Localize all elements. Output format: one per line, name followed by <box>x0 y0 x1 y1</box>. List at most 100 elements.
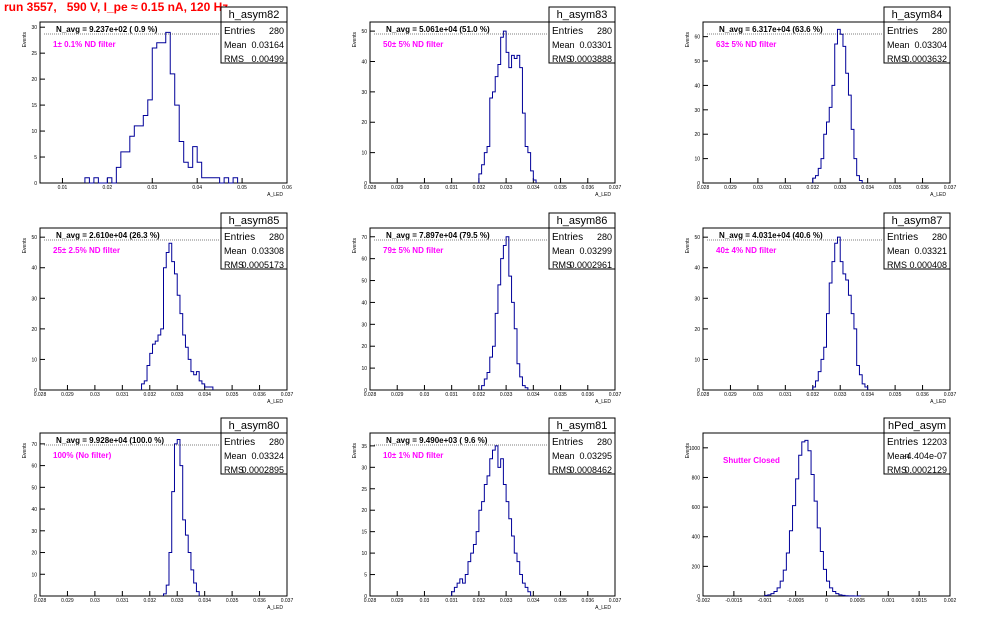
x-tick-label: 0.031 <box>445 392 458 398</box>
stats-value-entries: 280 <box>597 232 612 242</box>
stats-key-entries: Entries <box>552 26 583 37</box>
filter-label: 25± 2.5% ND filter <box>53 246 120 255</box>
x-tick-label: 0.029 <box>61 598 74 604</box>
x-tick-label: 0.03 <box>753 185 763 191</box>
x-tick-label: 0.035 <box>226 392 239 398</box>
stats-key-entries: Entries <box>887 437 918 448</box>
histogram-name: h_asym80 <box>229 420 280 432</box>
filter-label: 50± 5% ND filter <box>383 40 443 49</box>
n-avg-annotation: N_avg = 4.031e+04 (40.6 %) <box>719 231 823 240</box>
stats-box-frame <box>548 212 616 270</box>
stats-value-mean: 0.03308 <box>251 246 284 256</box>
x-tick-label: 0.029 <box>391 392 404 398</box>
y-axis-label: Events <box>685 443 691 459</box>
stats-key-rms: RMS <box>224 465 244 475</box>
stats-box-frame <box>220 212 288 270</box>
x-axis-label: A_LED <box>267 399 283 405</box>
stats-key-mean: Mean <box>887 40 910 50</box>
y-tick-label: 60 <box>694 35 700 41</box>
x-tick-label: 0.028 <box>697 392 710 398</box>
y-tick-label: 15 <box>31 103 37 109</box>
stats-value-rms: 0.0008462 <box>569 465 612 475</box>
x-tick-label: 0.03 <box>90 392 100 398</box>
filter-label: Shutter Closed <box>723 456 780 465</box>
x-tick-label: 0.033 <box>834 392 847 398</box>
y-tick-label: 10 <box>361 551 367 557</box>
x-tick-label: 0.034 <box>861 392 874 398</box>
y-tick-label: 5 <box>364 573 367 579</box>
x-tick-label: 0.01 <box>58 185 68 191</box>
x-tick-label: 0.0015 <box>911 598 927 604</box>
y-tick-label: 10 <box>694 357 700 363</box>
stats-value-mean: 0.03324 <box>251 451 284 461</box>
stats-box: h_asym86 Entries 280 Mean 0.03299 RMS0.000296… <box>548 212 616 270</box>
x-tick-label: 0.03 <box>420 598 430 604</box>
y-tick-label: 10 <box>31 572 37 578</box>
stats-key-mean: Mean <box>552 451 575 461</box>
y-tick-label: 800 <box>692 475 701 481</box>
histogram-line <box>481 236 529 390</box>
plot-frame <box>702 21 951 184</box>
stats-box: h_asym81 Entries 280 Mean 0.03295 RMS0.000846… <box>548 417 616 475</box>
stats-box-frame <box>548 6 616 64</box>
x-tick-label: 0.028 <box>364 392 377 398</box>
x-tick-label: -0.002 <box>696 598 710 604</box>
filter-label: 100% (No filter) <box>53 451 112 460</box>
panel-h_asym85: 0 10 20 30 40 50 0.028 0.029 0.03 0.031 0.032 0.033… <box>22 212 293 405</box>
x-tick-label: 0.002 <box>944 598 957 604</box>
x-tick-label: 0.05 <box>237 185 247 191</box>
stats-value-rms: 0.0002129 <box>904 465 947 475</box>
plot-frame <box>39 21 288 184</box>
x-tick-label: 0.0005 <box>850 598 866 604</box>
n-avg-annotation: N_avg = 7.897e+04 (79.5 %) <box>386 231 490 240</box>
panel-h_asym81: 0 5 10 15 20 25 30 35 0.028 0.029 0.03 0.031 0.032 0.… <box>352 417 622 611</box>
y-tick-label: 20 <box>31 551 37 557</box>
stats-box-frame <box>220 6 288 64</box>
y-tick-label: 50 <box>694 59 700 65</box>
stats-value-rms: 0.0002895 <box>241 465 284 475</box>
x-axis-label: A_LED <box>595 399 611 405</box>
x-tick-label: 0.036 <box>916 185 929 191</box>
y-tick-label: 0 <box>364 594 367 600</box>
stats-key-mean: Mean <box>887 451 910 461</box>
stats-value-entries: 280 <box>269 26 284 36</box>
x-tick-label: 0.036 <box>253 598 266 604</box>
y-axis-label: Events <box>22 32 28 48</box>
y-tick-label: 10 <box>361 151 367 157</box>
x-tick-label: 0.034 <box>861 185 874 191</box>
y-tick-label: 0 <box>697 594 700 600</box>
y-tick-label: 0 <box>364 181 367 187</box>
stats-key-rms: RMS <box>224 260 244 270</box>
y-tick-label: 50 <box>694 235 700 241</box>
stats-value-entries: 280 <box>597 26 612 36</box>
y-tick-label: 30 <box>694 296 700 302</box>
stats-value-mean: 0.03164 <box>251 40 284 50</box>
stats-value-entries: 280 <box>269 437 284 447</box>
stats-value-rms: 0.0003632 <box>904 54 947 64</box>
x-tick-label: 0.037 <box>609 392 622 398</box>
y-tick-label: 40 <box>694 266 700 272</box>
stats-box: h_asym87 Entries 280 Mean 0.03321 RMS 0.000408 <box>883 212 951 270</box>
stats-key-rms: RMS <box>552 54 572 64</box>
stats-key-entries: Entries <box>887 26 918 37</box>
x-tick-label: -0.001 <box>758 598 772 604</box>
filter-label: 40± 4% ND filter <box>716 246 776 255</box>
x-tick-label: 0.029 <box>61 392 74 398</box>
y-tick-label: 400 <box>692 535 701 541</box>
x-tick-label: 0.032 <box>144 392 157 398</box>
x-tick-label: 0.03 <box>90 598 100 604</box>
y-tick-label: 10 <box>361 366 367 372</box>
y-tick-label: 20 <box>694 327 700 333</box>
y-tick-label: 20 <box>361 508 367 514</box>
x-tick-label: 0.037 <box>609 598 622 604</box>
stats-key-rms: RMS <box>887 54 907 64</box>
stats-key-entries: Entries <box>224 437 255 448</box>
panel-h_asym86: 0 10 20 30 40 50 60 70 0.028 0.029 0.03 0.031 0.032 0… <box>352 212 622 405</box>
x-tick-label: 0.028 <box>364 185 377 191</box>
y-tick-label: 20 <box>31 77 37 83</box>
x-tick-label: 0.033 <box>171 598 184 604</box>
stats-box: h_asym82 Entries 280 Mean 0.03164 RMS 0.00499 <box>220 6 288 64</box>
stats-value-mean: 0.03301 <box>579 40 612 50</box>
stats-key-rms: RMS <box>887 465 907 475</box>
